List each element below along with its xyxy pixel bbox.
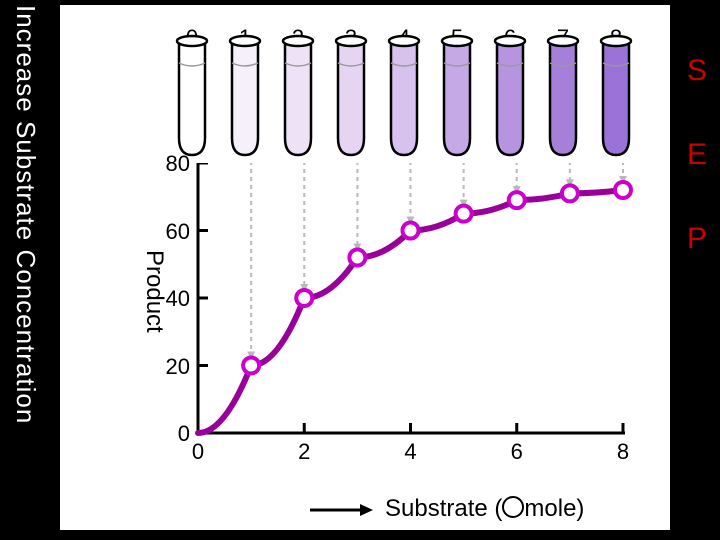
test-tube-5: 5 <box>437 25 477 155</box>
product-vs-substrate-chart <box>178 163 643 463</box>
test-tube-8: 8 <box>596 25 636 155</box>
reaction-equation: S + E ↓ P <box>682 50 712 260</box>
footnote-text: (in a fixed period of time <box>692 285 715 498</box>
test-tube-4: 4 <box>384 25 424 155</box>
tube-icon <box>225 33 265 163</box>
test-tube-3: 3 <box>331 25 371 155</box>
test-tube-1: 1 <box>225 25 265 155</box>
sidebar-left: Increase Substrate Concentration <box>0 0 55 520</box>
sidebar-title: Increase Substrate Concentration <box>10 5 41 424</box>
y-tick: 40 <box>150 286 190 312</box>
x-axis-arrow-icon <box>305 500 375 520</box>
y-tick: 20 <box>150 354 190 380</box>
y-tick: 60 <box>150 219 190 245</box>
tube-icon <box>331 33 371 163</box>
test-tube-6: 6 <box>490 25 530 155</box>
tube-icon <box>596 33 636 163</box>
eq-plus: + <box>682 92 712 134</box>
x-axis-label-text: Substrate ( <box>385 495 502 522</box>
tube-icon <box>437 33 477 163</box>
test-tube-row: 012345678 <box>172 25 652 165</box>
content-panel: 012345678 Product 020406080 02468 Substr… <box>60 5 670 530</box>
x-tick: 6 <box>502 439 532 465</box>
tube-icon <box>490 33 530 163</box>
x-tick: 8 <box>608 439 638 465</box>
tube-icon <box>384 33 424 163</box>
x-axis-label-text2: mole) <box>524 495 584 522</box>
x-tick: 0 <box>183 439 213 465</box>
x-tick: 4 <box>396 439 426 465</box>
test-tube-0: 0 <box>172 25 212 155</box>
tube-icon <box>543 33 583 163</box>
micro-symbol-icon <box>502 496 524 518</box>
test-tube-7: 7 <box>543 25 583 155</box>
eq-e: E <box>682 134 712 176</box>
eq-arrow: ↓ <box>682 176 712 218</box>
eq-p: P <box>682 218 712 260</box>
x-tick: 2 <box>289 439 319 465</box>
test-tube-2: 2 <box>278 25 318 155</box>
tube-icon <box>172 33 212 163</box>
y-tick: 80 <box>150 151 190 177</box>
tube-icon <box>278 33 318 163</box>
eq-s: S <box>682 50 712 92</box>
x-axis-label: Substrate ( mole) <box>385 495 584 523</box>
